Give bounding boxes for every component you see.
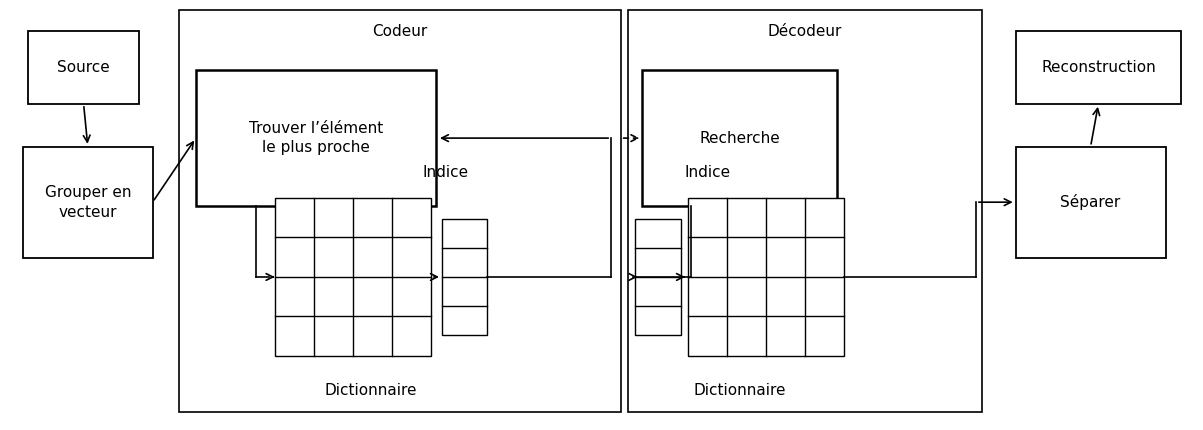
Bar — [1015, 147, 1166, 258]
Text: Reconstruction: Reconstruction — [1041, 60, 1156, 75]
Text: Indice: Indice — [422, 165, 468, 180]
Text: Décodeur: Décodeur — [768, 24, 842, 39]
Bar — [196, 70, 435, 206]
Bar — [442, 219, 487, 335]
Text: Dictionnaire: Dictionnaire — [325, 383, 417, 398]
Text: Source: Source — [58, 60, 109, 75]
Text: Indice: Indice — [685, 165, 730, 180]
Bar — [1015, 31, 1181, 104]
Text: Codeur: Codeur — [372, 24, 427, 39]
Bar — [275, 198, 431, 356]
Bar — [28, 31, 140, 104]
Bar — [628, 10, 982, 412]
Text: Trouver l’élément
le plus proche: Trouver l’élément le plus proche — [249, 121, 383, 156]
Bar — [179, 10, 621, 412]
Text: Recherche: Recherche — [699, 131, 780, 146]
Bar — [23, 147, 153, 258]
Bar — [635, 219, 681, 335]
Text: Grouper en
vecteur: Grouper en vecteur — [45, 185, 131, 220]
Text: Séparer: Séparer — [1061, 194, 1121, 210]
Bar — [642, 70, 837, 206]
Bar — [688, 198, 845, 356]
Text: Dictionnaire: Dictionnaire — [693, 383, 786, 398]
